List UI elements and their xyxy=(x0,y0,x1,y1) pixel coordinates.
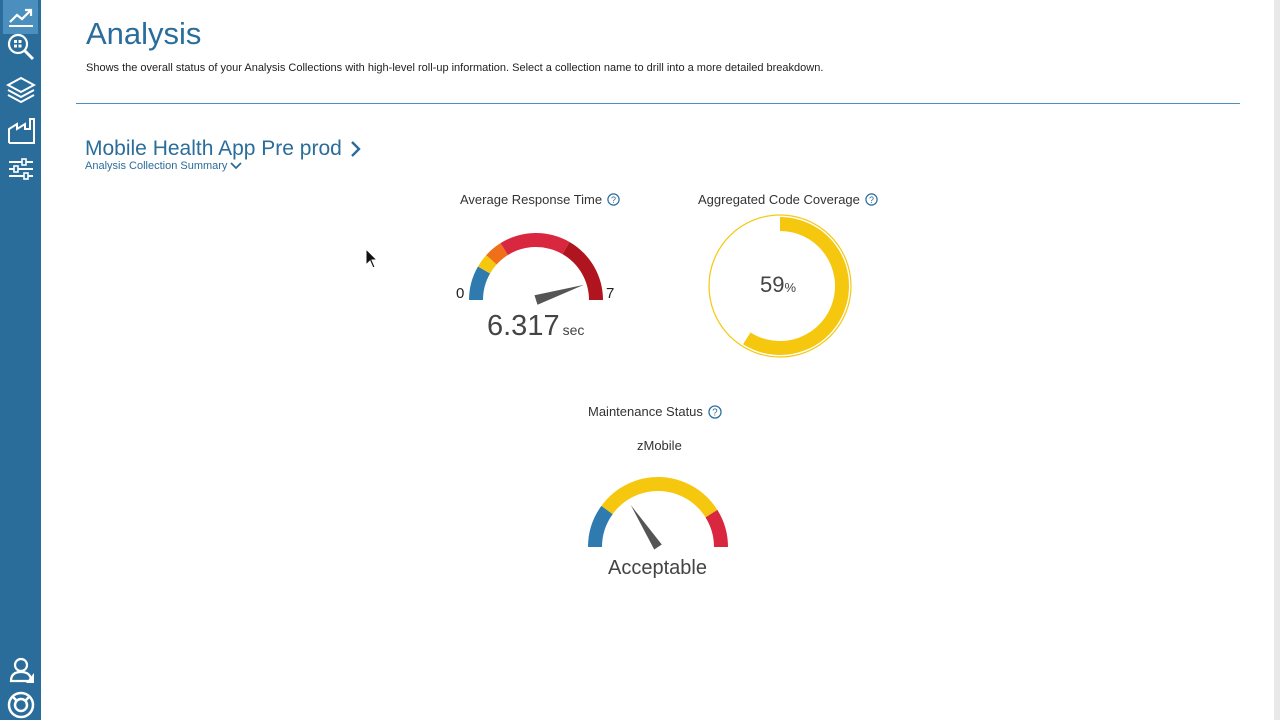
collection-summary-label: Analysis Collection Summary xyxy=(85,160,228,172)
coverage-title: Aggregated Code Coverage ? xyxy=(698,192,878,207)
search-analysis-icon[interactable] xyxy=(3,30,38,64)
maintenance-status: Acceptable xyxy=(608,557,707,579)
help-icon[interactable]: ? xyxy=(607,193,620,206)
chevron-down-icon xyxy=(230,162,243,170)
maintenance-subject: zMobile xyxy=(637,438,682,453)
help-icon[interactable]: ? xyxy=(865,193,878,206)
collection-name-link[interactable]: Mobile Health App Pre prod xyxy=(85,137,363,161)
page-title: Analysis xyxy=(86,16,202,51)
svg-text:?: ? xyxy=(869,195,874,205)
svg-text:?: ? xyxy=(712,407,718,418)
layers-icon[interactable] xyxy=(3,73,38,107)
sidebar xyxy=(0,0,41,720)
maintenance-label: Maintenance Status xyxy=(588,404,703,419)
lifebuoy-icon[interactable] xyxy=(3,688,38,722)
gauge-needle xyxy=(630,505,662,550)
collection-name-label: Mobile Health App Pre prod xyxy=(85,137,342,160)
page-description: Shows the overall status of your Analysi… xyxy=(86,62,824,74)
mouse-cursor-icon xyxy=(365,248,379,269)
response-time-value: 6.317 xyxy=(487,310,560,342)
coverage-arc xyxy=(743,217,849,355)
sliders-icon[interactable] xyxy=(3,152,38,186)
user-icon[interactable] xyxy=(3,652,38,686)
response-time-readout: 6.317 sec xyxy=(487,310,584,343)
collection-summary-toggle[interactable]: Analysis Collection Summary xyxy=(85,160,243,172)
gauge-segment-warn xyxy=(477,255,497,274)
coverage-value: 59 xyxy=(760,272,785,297)
gauge-segment-acceptable xyxy=(601,477,718,518)
gauge-segment-poor xyxy=(705,509,728,547)
response-time-label: Average Response Time xyxy=(460,192,603,207)
svg-text:?: ? xyxy=(611,195,616,205)
header-divider xyxy=(76,103,1240,104)
maintenance-gauge xyxy=(588,477,728,550)
chevron-right-icon xyxy=(350,141,361,157)
window-edge xyxy=(1274,0,1280,720)
gauge-segment-elevated xyxy=(486,243,508,265)
help-icon[interactable]: ? xyxy=(708,404,722,419)
gauge-segment-good xyxy=(588,505,613,547)
coverage-track xyxy=(708,214,852,358)
gauge-segment-high xyxy=(500,233,570,256)
response-time-gauge xyxy=(469,233,603,305)
gauge-segment-good xyxy=(469,266,491,300)
coverage-label: Aggregated Code Coverage xyxy=(698,192,860,207)
factory-icon[interactable] xyxy=(3,114,38,148)
gauge-min-label: 0 xyxy=(456,285,465,302)
coverage-donut xyxy=(708,214,852,358)
gauge-segment-critical xyxy=(562,241,603,300)
response-time-title: Average Response Time ? xyxy=(460,192,620,207)
coverage-unit: % xyxy=(784,280,797,295)
response-time-unit: sec xyxy=(562,322,585,338)
gauge-max-label: 7 xyxy=(606,285,615,302)
gauge-needle xyxy=(534,284,584,305)
coverage-readout: 59% xyxy=(760,272,796,298)
maintenance-title: Maintenance Status ? xyxy=(588,404,722,419)
trend-chart-icon[interactable] xyxy=(3,0,38,34)
